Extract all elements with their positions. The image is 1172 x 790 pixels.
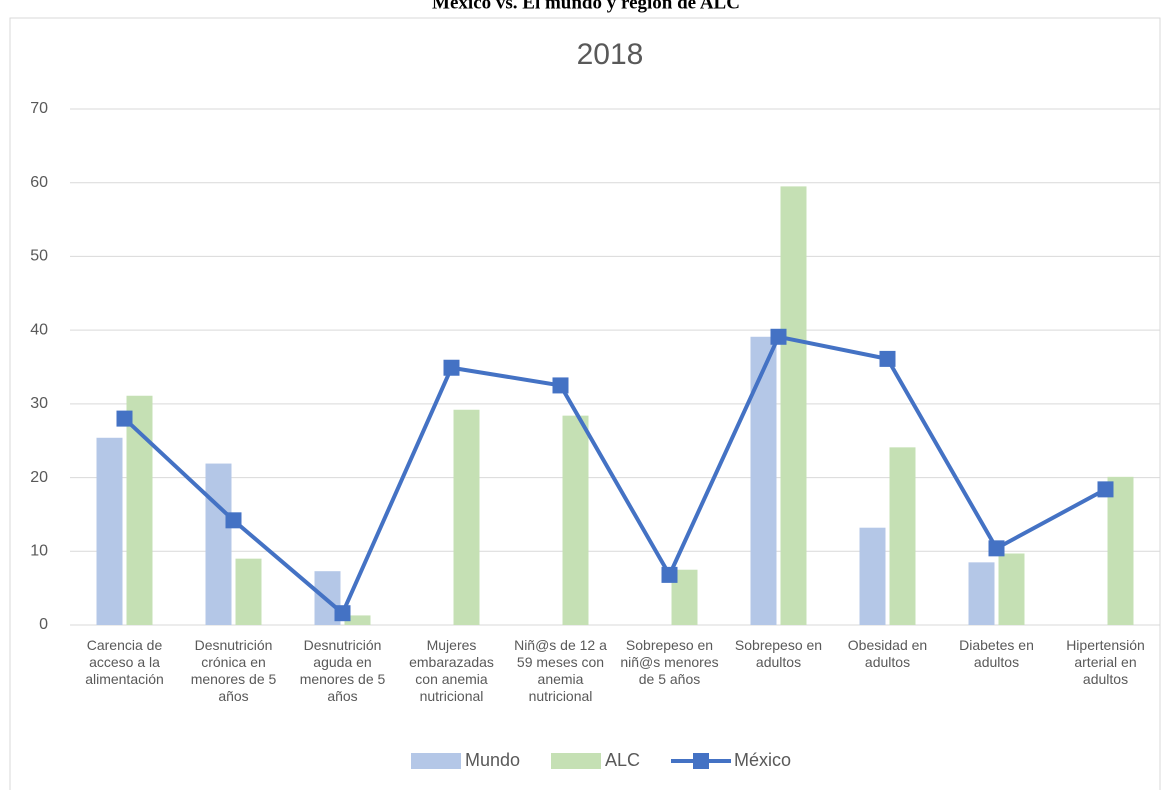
legend-label: Mundo — [465, 750, 520, 770]
y-tick-label: 0 — [39, 616, 48, 633]
bar — [968, 562, 995, 625]
x-tick-label: Sobrepeso en adultos — [734, 637, 823, 670]
bar — [998, 553, 1025, 625]
chart-title: 2018 — [577, 38, 644, 71]
bar — [235, 558, 262, 625]
heading: México vs. El mundo y región de ALC — [432, 0, 740, 13]
x-tick-label: Niñ@s de 12 a 59 meses con anemia nutric… — [514, 637, 607, 704]
marker — [334, 605, 351, 622]
marker — [225, 512, 242, 529]
marker — [770, 328, 787, 345]
marker — [988, 540, 1005, 557]
marker — [661, 566, 678, 583]
bar — [344, 615, 371, 625]
y-tick-label: 60 — [30, 174, 48, 191]
x-tick-label: Desnutrición aguda en menores de 5 años — [299, 637, 386, 704]
x-tick-label: Obesidad en adultos — [847, 637, 928, 670]
marker — [552, 377, 569, 394]
x-tick-label: Mujeres embarazadas con anemia nutricion… — [409, 637, 494, 704]
bar — [562, 415, 589, 625]
marker — [1097, 481, 1114, 498]
bar — [205, 463, 232, 625]
bar — [96, 437, 123, 625]
y-tick-label: 50 — [30, 248, 48, 265]
legend-label: México — [734, 750, 791, 770]
y-tick-label: 20 — [30, 469, 48, 486]
y-tick-label: 30 — [30, 395, 48, 412]
line — [123, 334, 1107, 616]
x-tick-label: Hipertensión arterial en adultos — [1066, 637, 1145, 687]
bar — [859, 527, 886, 625]
marker — [116, 410, 133, 427]
x-tick-label: Desnutrición crónica en menores de 5 año… — [190, 637, 277, 704]
legend-swatch — [411, 753, 461, 769]
y-tick-label: 10 — [30, 543, 48, 560]
marker — [443, 359, 460, 376]
legend-marker — [693, 753, 709, 769]
x-tick-label: Carencia de acceso a la alimentación — [85, 637, 164, 687]
bar — [750, 336, 777, 625]
legend-label: ALC — [605, 750, 640, 770]
x-tick-label: Diabetes en adultos — [959, 637, 1034, 670]
y-tick-label: 70 — [30, 100, 48, 117]
bar — [1107, 476, 1134, 625]
legend-swatch — [551, 753, 601, 769]
marker — [879, 350, 896, 367]
bar — [780, 186, 807, 625]
bar — [889, 447, 916, 625]
y-tick-label: 40 — [30, 321, 48, 338]
x-tick-label: Sobrepeso en niñ@s menores de 5 años — [620, 637, 719, 687]
bar — [453, 409, 480, 625]
